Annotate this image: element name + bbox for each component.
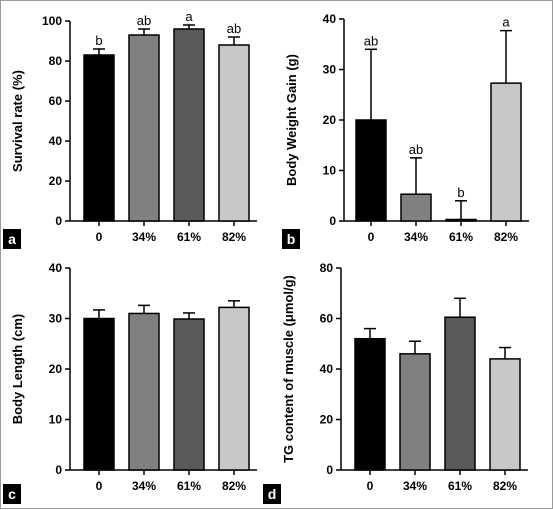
bar [128,34,160,222]
panel-label-box [3,229,21,249]
significance-label: ab [137,13,151,28]
x-tick-label: 61% [449,230,473,244]
y-tick-label: 20 [49,174,63,188]
y-tick-label: 80 [320,261,334,275]
significance-label: a [502,15,510,30]
x-tick-label: 34% [404,230,428,244]
x-tick-label: 61% [177,230,201,244]
x-tick-label: 82% [493,479,517,493]
y-axis-label: Body Weight Gain (g) [284,54,299,186]
y-axis-label: TG content of muscle (μmol/g) [281,275,296,463]
x-tick-label: 34% [132,479,156,493]
y-tick-label: 40 [320,362,334,376]
bar [399,353,431,471]
x-tick-label: 82% [222,230,246,244]
panel-label-box [282,229,300,249]
bar [173,318,205,471]
panel-label: a [8,231,16,247]
panel-d: 0 20 40 60 80 TG content of muscle (μmol/g) 0 3… [263,261,528,504]
x-tick-label: 0 [368,230,375,244]
y-tick-label: 30 [323,63,337,77]
x-tick-label: 34% [403,479,427,493]
y-tick-label: 0 [326,463,333,477]
panel-label: b [287,231,296,247]
y-tick-label: 40 [49,261,63,275]
bar [445,218,477,222]
bar [218,306,250,471]
bar [400,193,432,222]
y-tick-label: 100 [42,14,62,28]
bar [173,28,205,222]
x-tick-label: 61% [448,479,472,493]
y-tick-label: 0 [55,214,62,228]
y-tick-label: 20 [323,113,337,127]
y-tick-label: 20 [320,413,334,427]
panel-label-box [3,484,21,504]
significance-label: ab [409,142,423,157]
y-tick-label: 40 [49,134,63,148]
x-tick-label: 0 [96,479,103,493]
bar [218,44,250,222]
y-tick-label: 10 [323,164,337,178]
bar [83,317,115,471]
x-tick-label: 0 [96,230,103,244]
bar [444,316,476,471]
y-tick-label: 60 [320,312,334,326]
significance-label: b [95,33,102,48]
panel-label-box [263,484,281,504]
bar [490,82,522,222]
bar [489,358,521,471]
y-axis-label: Body Length (cm) [10,314,25,425]
bar [354,337,386,471]
y-tick-label: 60 [49,94,63,108]
significance-label: ab [227,21,241,36]
y-tick-label: 0 [329,214,336,228]
y-axis-label: Survival rate (%) [10,70,25,172]
y-tick-label: 10 [49,413,63,427]
x-tick-label: 34% [132,230,156,244]
x-tick-label: 82% [494,230,518,244]
y-tick-label: 20 [49,362,63,376]
panel-label: d [268,486,277,502]
bar [128,312,160,471]
panel-c: 0 10 20 30 40 Body Length (cm) 0 34% 61% 82% c [3,261,257,504]
x-tick-label: 0 [367,479,374,493]
bar [83,54,115,222]
y-tick-label: 30 [49,312,63,326]
bar [355,119,387,222]
y-tick-label: 40 [323,12,337,26]
y-tick-label: 0 [55,463,62,477]
significance-label: ab [364,33,378,48]
x-tick-label: 82% [222,479,246,493]
y-tick-label: 80 [49,54,63,68]
significance-label: b [457,185,464,200]
x-tick-label: 61% [177,479,201,493]
significance-label: a [185,9,193,24]
panel-label: c [8,486,16,502]
panel-a: 0 20 40 60 80 100 Survival rate (%) b 0 ab 34% a 61%… [3,9,257,249]
